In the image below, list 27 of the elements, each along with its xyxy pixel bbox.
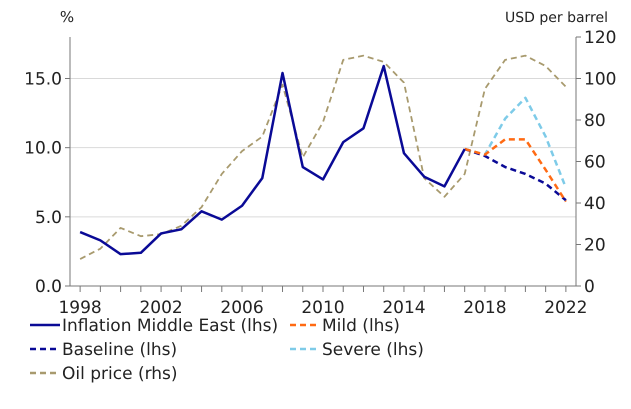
- y-tick-label: 15.0: [24, 70, 62, 90]
- x-tick-label: 2002: [139, 298, 183, 318]
- x-tick-label: 2014: [382, 298, 426, 318]
- y2-tick-label: 20: [584, 236, 606, 256]
- legend-label: Mild (lhs): [322, 316, 400, 336]
- x-tick-label: 1998: [58, 298, 102, 318]
- y2-tick-label: 120: [584, 28, 616, 48]
- legend-label: Baseline (lhs): [62, 340, 178, 360]
- y-tick-label: 10.0: [24, 138, 62, 159]
- y-axis-title: %: [60, 8, 74, 26]
- y-tick-label: 5.0: [34, 208, 62, 228]
- y2-tick-label: 60: [584, 152, 606, 172]
- x-tick-label: 2018: [463, 298, 507, 318]
- y2-tick-label: 80: [584, 111, 606, 131]
- legend-label: Oil price (rhs): [62, 364, 178, 384]
- y-tick-label: 0.0: [34, 277, 62, 297]
- y2-axis-title: USD per barrel: [505, 10, 608, 26]
- y2-tick-label: 40: [584, 194, 606, 214]
- legend-label: Inflation Middle East (lhs): [62, 316, 278, 336]
- line-series: [463, 138, 568, 203]
- y2-tick-label: 0: [584, 277, 595, 297]
- legend-label: Severe (lhs): [322, 340, 424, 360]
- x-tick-label: 2010: [301, 298, 345, 318]
- x-tick-label: 2006: [220, 298, 264, 318]
- y2-tick-label: 100: [584, 70, 616, 90]
- x-tick-label: 2022: [544, 298, 588, 318]
- line-series: [79, 54, 567, 260]
